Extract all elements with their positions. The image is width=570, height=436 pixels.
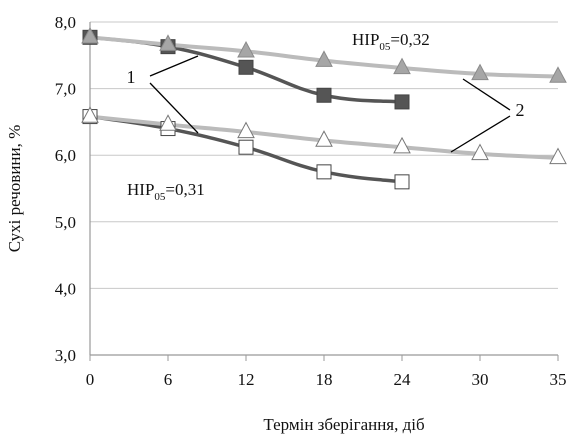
y-tick-label: 3,0	[55, 346, 76, 365]
nir-prefix: НІР	[352, 30, 379, 49]
x-axis-title: Термін зберігання, діб	[263, 415, 424, 434]
y-axis-title: Сухі речовини, %	[5, 125, 24, 253]
x-tick-label: 12	[238, 370, 255, 389]
callout-2-label: 2	[516, 100, 525, 120]
callout-1-label: 1	[127, 67, 136, 87]
y-tick-label: 7,0	[55, 80, 76, 99]
data-point-square	[239, 60, 253, 74]
y-tick-label: 8,0	[55, 13, 76, 32]
nir-subscript: 05	[379, 41, 391, 53]
y-tick-label: 5,0	[55, 213, 76, 232]
y-tick-label: 4,0	[55, 279, 76, 298]
y-tick-label: 6,0	[55, 146, 76, 165]
series-markers	[82, 28, 566, 189]
nir-upper-label: НІР05=0,32	[352, 30, 430, 53]
x-tick-label: 24	[394, 370, 412, 389]
callout-2-leader-upper	[463, 79, 510, 110]
nir-value: =0,31	[165, 180, 204, 199]
nir-subscript: 05	[154, 191, 166, 203]
nir-value: =0,32	[390, 30, 429, 49]
data-point-square	[239, 140, 253, 154]
data-point-square	[395, 95, 409, 109]
x-tick-label: 6	[164, 370, 173, 389]
callout-1-leader-upper	[150, 56, 198, 76]
x-tick-label: 30	[472, 370, 489, 389]
nir-lower-label: НІР05=0,31	[127, 180, 205, 203]
x-tick-label: 18	[316, 370, 333, 389]
x-tick-label: 35	[550, 370, 567, 389]
data-point-square	[317, 165, 331, 179]
data-point-square	[395, 175, 409, 189]
x-tick-label: 0	[86, 370, 95, 389]
data-point-square	[317, 88, 331, 102]
nir-prefix: НІР	[127, 180, 154, 199]
